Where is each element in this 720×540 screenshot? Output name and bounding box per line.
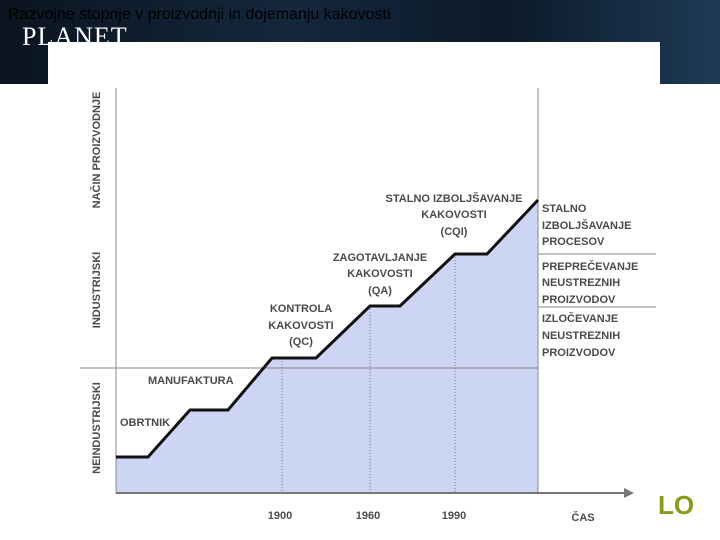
- stage-label: (QC): [289, 336, 313, 348]
- x-label: 1990: [442, 510, 466, 522]
- outcome-label: STALNO: [542, 203, 587, 215]
- step-line: [116, 198, 540, 459]
- area: [116, 200, 538, 493]
- x-axis-title: ČAS: [571, 511, 594, 524]
- stage-label: ZAGOTAVLJANJE: [333, 252, 427, 264]
- axis-title: NAČIN PROIZVODNJE: [90, 92, 103, 209]
- outcome-label: PREPREČEVANJE: [542, 260, 638, 273]
- stage-label: (QA): [368, 285, 392, 297]
- zone-label: INDUSTRIJSKI: [91, 252, 103, 328]
- stage-label: MANUFAKTURA: [148, 375, 234, 387]
- stage-label: STALNO IZBOLJŠAVANJE: [386, 192, 523, 205]
- outcome-label: NEUSTREZNIH: [542, 330, 620, 342]
- stage-label: OBRTNIK: [120, 417, 170, 429]
- outcome-label: IZBOLJŠAVANJE: [542, 219, 631, 232]
- x-label: 1960: [356, 510, 380, 522]
- slide-title: Razvojne stopnje v proizvodnji in dojema…: [8, 6, 391, 23]
- outcome-label: PROCESOV: [542, 236, 605, 248]
- stage-label: KAKOVOSTI: [421, 209, 486, 221]
- footer-logo: LO: [658, 490, 695, 520]
- stage-label: KONTROLA: [270, 303, 332, 315]
- zone-label: NEINDUSTRIJSKI: [91, 382, 103, 474]
- stage-label: KAKOVOSTI: [347, 268, 412, 280]
- stage-label: (CQI): [441, 226, 468, 238]
- stage-label: KAKOVOSTI: [268, 320, 333, 332]
- outcome-label: PROIZVODOV: [542, 294, 616, 306]
- arrow-head: [624, 488, 634, 498]
- x-label: 1900: [268, 510, 292, 522]
- outcome-label: PROIZVODOV: [542, 347, 616, 359]
- outcome-label: NEUSTREZNIH: [542, 277, 620, 289]
- outcome-label: IZLOČEVANJE: [542, 312, 618, 325]
